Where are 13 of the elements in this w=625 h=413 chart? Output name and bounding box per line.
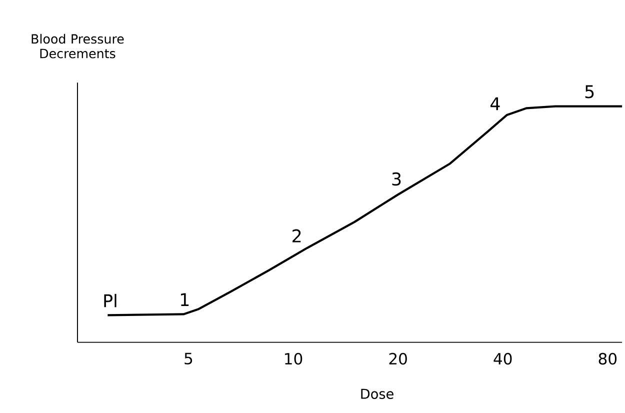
annotation: 2 (292, 229, 301, 242)
annotation: 4 (490, 97, 500, 110)
x-tick-label: 10 (285, 352, 302, 364)
annotation: 1 (180, 293, 189, 306)
annotation: 5 (585, 85, 594, 98)
x-tick-label: 20 (389, 352, 407, 364)
annotation: 3 (392, 172, 401, 186)
x-axis-title: Dose (361, 388, 394, 399)
x-tick-label: 40 (494, 352, 512, 364)
y-axis-title: Blood Pressure Decrements (32, 34, 124, 58)
annotation: Pl (104, 294, 116, 308)
x-tick-label: 5 (184, 352, 192, 364)
x-tick-label: 80 (598, 352, 617, 364)
